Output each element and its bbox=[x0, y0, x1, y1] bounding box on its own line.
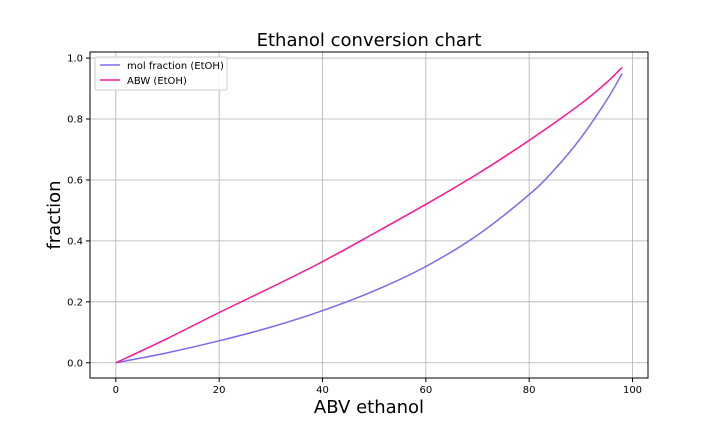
legend-box bbox=[94, 56, 228, 91]
x-tick-label: 100 bbox=[623, 385, 642, 396]
y-tick-label: 0.6 bbox=[67, 175, 83, 186]
chart-title: Ethanol conversion chart bbox=[257, 30, 482, 51]
y-tick-label: 0.4 bbox=[67, 236, 83, 247]
y-tick-label: 0.8 bbox=[67, 115, 83, 126]
x-tick-label: 60 bbox=[419, 385, 432, 396]
x-axis-ticks: 0 20 40 60 80 100 bbox=[113, 378, 642, 396]
y-tick-label: 1.0 bbox=[67, 54, 83, 65]
x-tick-label: 80 bbox=[523, 385, 536, 396]
axes-frame bbox=[89, 51, 649, 379]
series-line-mol-fraction bbox=[115, 73, 623, 364]
series-layer bbox=[115, 66, 623, 364]
y-tick-label: 0.2 bbox=[67, 297, 83, 308]
y-axis-ticks: 0.0 0.2 0.4 0.6 0.8 1.0 bbox=[67, 54, 90, 369]
x-tick-label: 40 bbox=[316, 385, 329, 396]
series-line-abw bbox=[115, 66, 623, 364]
legend-label-abw: ABW (EtOH) bbox=[127, 76, 187, 87]
y-tick-label: 0.0 bbox=[67, 358, 83, 369]
legend: mol fraction (EtOH) ABW (EtOH) bbox=[94, 56, 228, 91]
grid bbox=[90, 52, 648, 378]
x-tick-label: 0 bbox=[113, 385, 119, 396]
x-tick-label: 20 bbox=[213, 385, 226, 396]
y-axis-label: fraction bbox=[44, 180, 65, 249]
legend-label-mol-fraction: mol fraction (EtOH) bbox=[127, 61, 224, 72]
x-axis-label: ABV ethanol bbox=[314, 397, 424, 418]
